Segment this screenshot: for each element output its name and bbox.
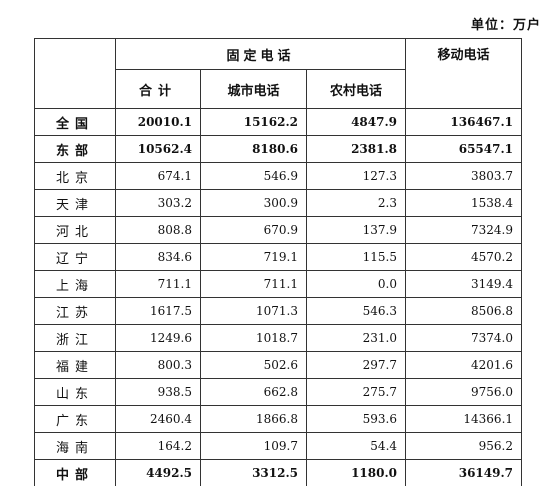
table-row: 山东 938.5 662.8 275.7 9756.0 — [34, 378, 523, 406]
rural-phone-cell: 2381.8 — [305, 135, 407, 163]
total-cell: 808.8 — [115, 216, 201, 244]
header-mobile-phone: 移动电话 — [405, 38, 523, 109]
mobile-phone-cell: 956.2 — [405, 432, 523, 460]
total-cell: 10562.4 — [115, 135, 201, 163]
table-row: 广东 2460.4 1866.8 593.6 14366.1 — [34, 405, 523, 433]
rural-phone-cell: 54.4 — [305, 432, 407, 460]
total-cell: 1249.6 — [115, 324, 201, 352]
region-cell: 辽宁 — [34, 243, 116, 271]
header-row-group: 固定电话 移动电话 — [34, 38, 523, 109]
mobile-phone-cell: 4201.6 — [405, 351, 523, 379]
urban-phone-cell: 3312.5 — [200, 459, 307, 486]
region-cell: 河北 — [34, 216, 116, 244]
urban-phone-cell: 1018.7 — [200, 324, 307, 352]
table-body: 全国 20010.1 15162.2 4847.9 136467.1 东部 10562.4 8… — [34, 108, 523, 486]
total-cell: 1617.5 — [115, 297, 201, 325]
rural-phone-cell: 4847.9 — [305, 108, 407, 136]
urban-phone-cell: 662.8 — [200, 378, 307, 406]
total-cell: 674.1 — [115, 162, 201, 190]
telephone-subscribers-table: 固定电话 移动电话 合计 城市电话 农村电话 全国 20010.1 15162.2 4… — [34, 38, 523, 486]
header-region-corner — [34, 38, 116, 109]
mobile-phone-cell: 3803.7 — [405, 162, 523, 190]
rural-phone-cell: 275.7 — [305, 378, 407, 406]
region-cell: 天津 — [34, 189, 116, 217]
header-row-sub: 合计 城市电话 农村电话 — [35, 69, 522, 109]
region-cell: 全国 — [34, 108, 116, 136]
mobile-phone-cell: 14366.1 — [405, 405, 523, 433]
mobile-phone-cell: 7324.9 — [405, 216, 523, 244]
table-row: 福建 800.3 502.6 297.7 4201.6 — [34, 351, 523, 379]
total-cell: 303.2 — [115, 189, 201, 217]
mobile-phone-cell: 8506.8 — [405, 297, 523, 325]
region-cell: 江苏 — [34, 297, 116, 325]
total-cell: 800.3 — [115, 351, 201, 379]
total-cell: 711.1 — [115, 270, 201, 298]
urban-phone-cell: 8180.6 — [200, 135, 307, 163]
header-urban-phone: 城市电话 — [200, 69, 307, 109]
table-row: 东部 10562.4 8180.6 2381.8 65547.1 — [34, 135, 523, 163]
unit-label: 单位：万户 — [470, 18, 541, 33]
mobile-phone-cell: 4570.2 — [405, 243, 523, 271]
table-header: 固定电话 移动电话 合计 城市电话 农村电话 — [34, 38, 523, 109]
rural-phone-cell: 593.6 — [305, 405, 407, 433]
urban-phone-cell: 546.9 — [200, 162, 307, 190]
total-cell: 834.6 — [115, 243, 201, 271]
rural-phone-cell: 546.3 — [305, 297, 407, 325]
region-cell: 中部 — [34, 459, 116, 486]
urban-phone-cell: 300.9 — [200, 189, 307, 217]
mobile-phone-cell: 1538.4 — [405, 189, 523, 217]
table-row: 海南 164.2 109.7 54.4 956.2 — [34, 432, 523, 460]
region-cell: 东部 — [34, 135, 116, 163]
rural-phone-cell: 297.7 — [305, 351, 407, 379]
urban-phone-cell: 109.7 — [200, 432, 307, 460]
mobile-phone-cell: 7374.0 — [405, 324, 523, 352]
urban-phone-cell: 1071.3 — [200, 297, 307, 325]
urban-phone-cell: 711.1 — [200, 270, 307, 298]
table-row: 浙江 1249.6 1018.7 231.0 7374.0 — [34, 324, 523, 352]
rural-phone-cell: 0.0 — [305, 270, 407, 298]
table-row: 中部 4492.5 3312.5 1180.0 36149.7 — [34, 459, 523, 486]
total-cell: 20010.1 — [115, 108, 201, 136]
total-cell: 938.5 — [115, 378, 201, 406]
header-rural-phone: 农村电话 — [305, 69, 407, 109]
table-row: 天津 303.2 300.9 2.3 1538.4 — [34, 189, 523, 217]
total-cell: 2460.4 — [115, 405, 201, 433]
rural-phone-cell: 127.3 — [305, 162, 407, 190]
mobile-phone-cell: 36149.7 — [405, 459, 523, 486]
rural-phone-cell: 137.9 — [305, 216, 407, 244]
region-cell: 广东 — [34, 405, 116, 433]
mobile-phone-cell: 9756.0 — [405, 378, 523, 406]
mobile-phone-cell: 65547.1 — [405, 135, 523, 163]
table-row: 河北 808.8 670.9 137.9 7324.9 — [34, 216, 523, 244]
rural-phone-cell: 1180.0 — [305, 459, 407, 486]
rural-phone-cell: 115.5 — [305, 243, 407, 271]
header-total: 合计 — [115, 69, 201, 109]
region-cell: 上海 — [34, 270, 116, 298]
table-row: 上海 711.1 711.1 0.0 3149.4 — [34, 270, 523, 298]
table-row: 北京 674.1 546.9 127.3 3803.7 — [34, 162, 523, 190]
mobile-phone-cell: 3149.4 — [405, 270, 523, 298]
region-cell: 山东 — [34, 378, 116, 406]
region-cell: 福建 — [34, 351, 116, 379]
header-fixed-phone: 固定电话 — [114, 38, 407, 70]
urban-phone-cell: 1866.8 — [200, 405, 307, 433]
rural-phone-cell: 2.3 — [305, 189, 407, 217]
table-row: 全国 20010.1 15162.2 4847.9 136467.1 — [34, 108, 523, 136]
total-cell: 4492.5 — [115, 459, 201, 486]
rural-phone-cell: 231.0 — [305, 324, 407, 352]
urban-phone-cell: 719.1 — [200, 243, 307, 271]
table-row: 江苏 1617.5 1071.3 546.3 8506.8 — [34, 297, 523, 325]
region-cell: 海南 — [34, 432, 116, 460]
total-cell: 164.2 — [115, 432, 201, 460]
region-cell: 浙江 — [34, 324, 116, 352]
region-cell: 北京 — [34, 162, 116, 190]
table-row: 辽宁 834.6 719.1 115.5 4570.2 — [34, 243, 523, 271]
urban-phone-cell: 502.6 — [200, 351, 307, 379]
mobile-phone-cell: 136467.1 — [405, 108, 523, 136]
urban-phone-cell: 670.9 — [200, 216, 307, 244]
urban-phone-cell: 15162.2 — [200, 108, 307, 136]
